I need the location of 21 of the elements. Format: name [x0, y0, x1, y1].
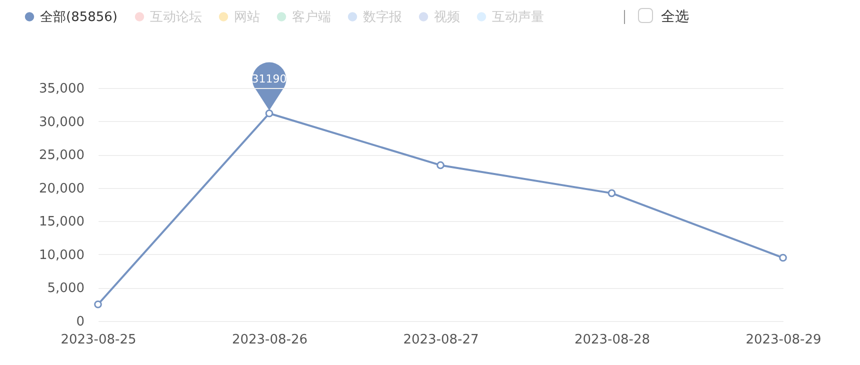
y-tick-label: 30,000 — [39, 114, 84, 130]
legend-label: 全部(85856) — [40, 10, 118, 25]
point — [94, 300, 102, 308]
point — [265, 109, 274, 118]
y-tick-label: 20,000 — [39, 181, 84, 196]
y-tick-label: 10,000 — [39, 248, 84, 263]
x-tick-label: 2023-08-25 — [60, 332, 136, 348]
x-tick-label: 2023-08-28 — [574, 332, 650, 348]
y-tick-label: 25,000 — [39, 148, 84, 164]
y-tick-label: 15,000 — [39, 214, 84, 230]
data-label: 31190 — [252, 72, 287, 86]
point — [608, 189, 616, 198]
y-tick-label: 35,000 — [39, 82, 84, 96]
x-tick-label: 2023-08-27 — [403, 332, 479, 348]
text: 全选 — [661, 8, 689, 26]
x-tick-label: 2023-08-26 — [232, 332, 308, 348]
point — [436, 161, 444, 170]
y-tick-label: 0 — [76, 314, 84, 330]
point — [779, 254, 787, 262]
y-tick-label: 5,000 — [47, 281, 84, 296]
x-tick-label: 2023-08-29 — [746, 332, 822, 348]
